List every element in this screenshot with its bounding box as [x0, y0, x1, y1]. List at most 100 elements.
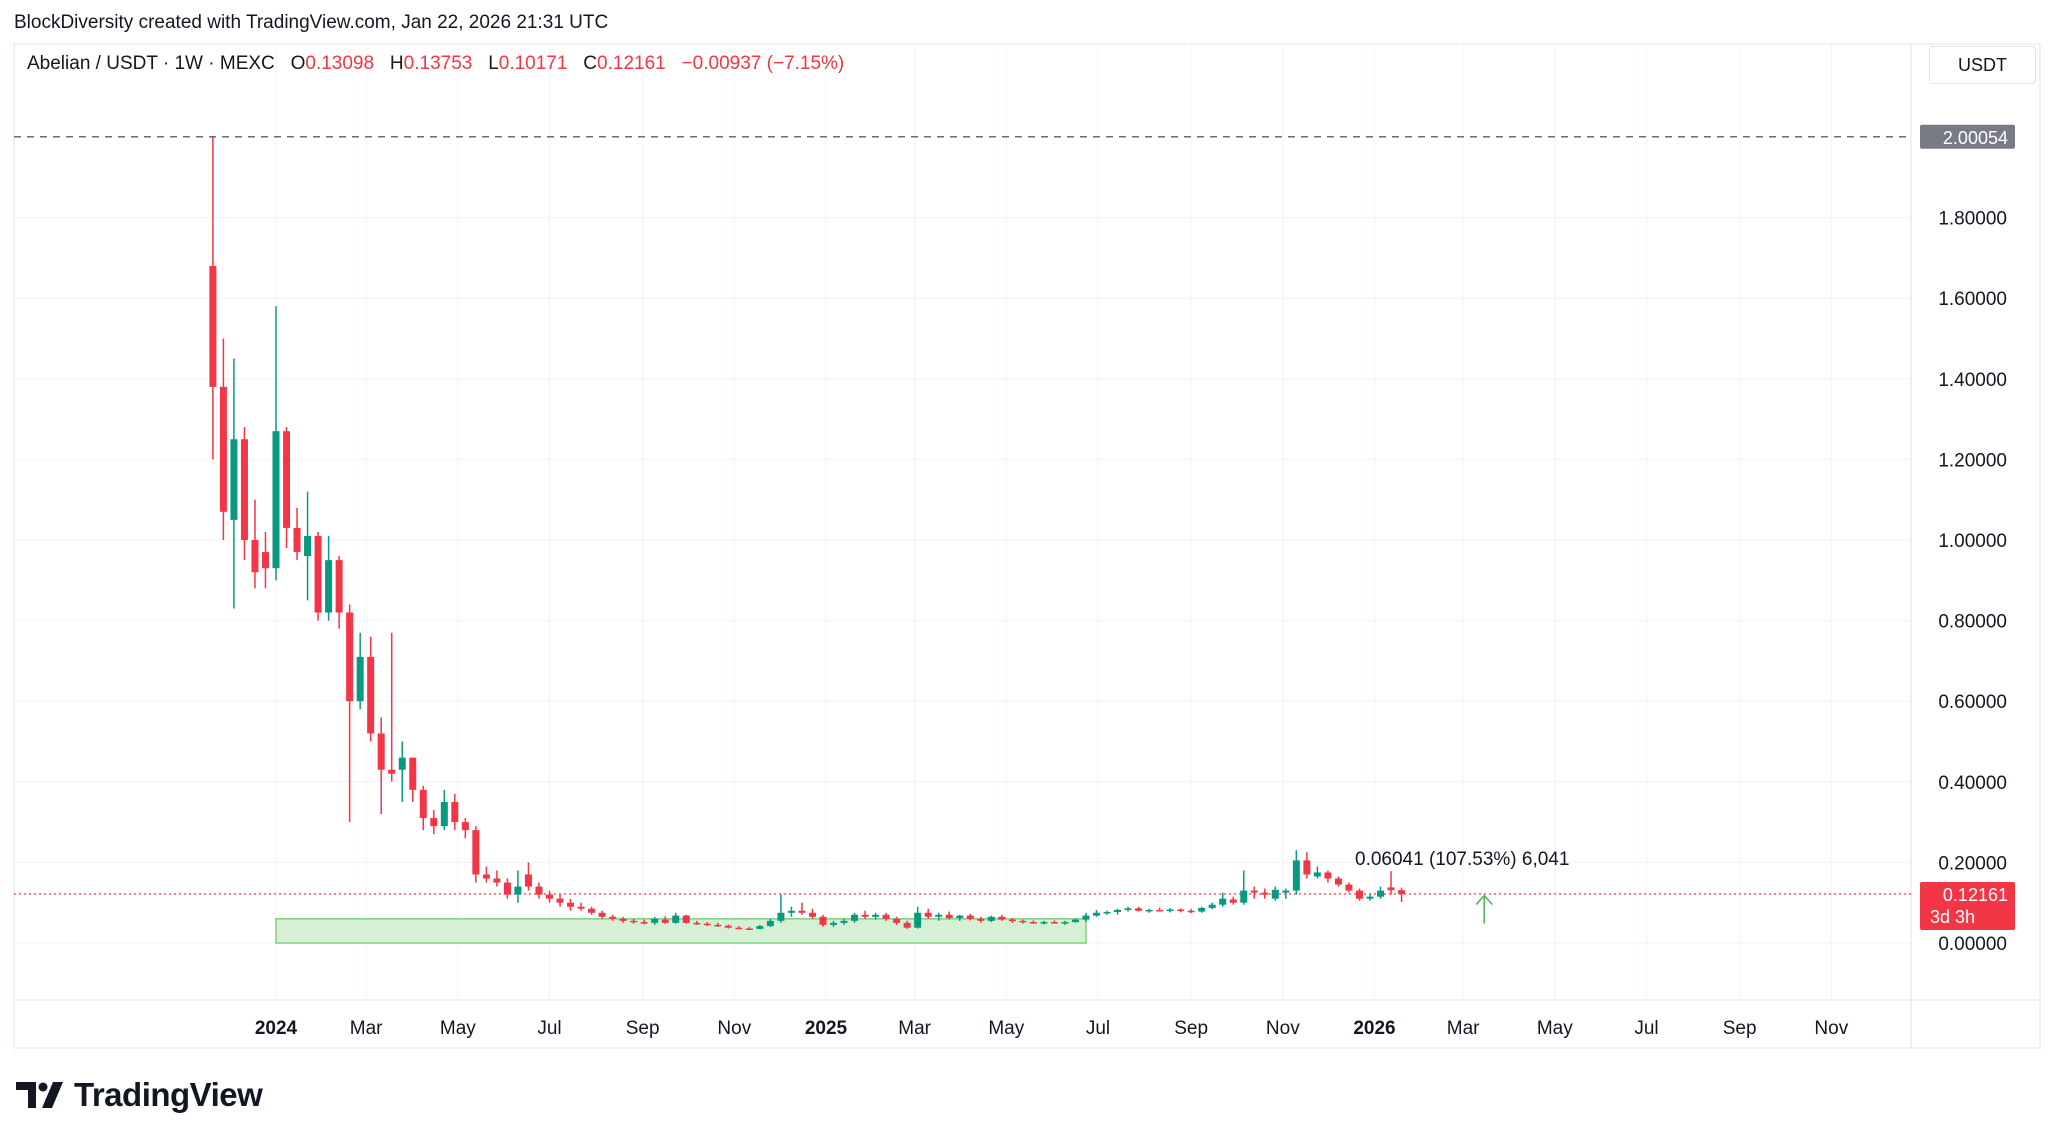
candle [503, 878, 511, 899]
candle-body [482, 874, 490, 879]
tradingview-logo-text: TradingView [74, 1076, 263, 1113]
candle-body [325, 560, 333, 613]
candle-body [377, 733, 385, 770]
candle [1355, 888, 1363, 901]
time-axis-label: Nov [1814, 1018, 1848, 1039]
candle [240, 427, 248, 561]
candle [956, 914, 964, 921]
candle [977, 916, 985, 923]
candle [472, 826, 480, 883]
candle-body [1008, 919, 1016, 922]
last-price-countdown: 3d 3h [1930, 907, 1975, 927]
candle-body [545, 894, 553, 899]
candle [640, 919, 648, 925]
candle-body [703, 923, 711, 926]
candle-body [1156, 909, 1164, 912]
arrow-up-icon [1475, 894, 1493, 905]
candle-body [1092, 912, 1100, 916]
candle [388, 632, 396, 782]
time-axis[interactable]: 2024 Mar May Jul Sep Nov 2025 Mar May Jul Sep Nov 20… [255, 1018, 1849, 1039]
candle [651, 916, 659, 925]
candle-body [1271, 889, 1279, 899]
candle-body [251, 540, 259, 573]
candle [945, 911, 953, 920]
candle-body [1135, 908, 1143, 911]
candle-body [472, 830, 480, 875]
high-value: 0.13753 [403, 53, 473, 74]
candle [1292, 850, 1300, 895]
candle [1166, 908, 1174, 913]
candle-body [682, 915, 690, 923]
candle [1261, 888, 1269, 899]
candle-body [304, 535, 312, 557]
price-axis-label: 1.60000 [1938, 289, 2007, 310]
candle-body [1334, 878, 1342, 885]
candle-body [1103, 911, 1111, 914]
candle [609, 914, 617, 921]
support-range-rect [275, 918, 1087, 944]
candle [830, 920, 838, 927]
candle [451, 793, 459, 831]
candle [1366, 894, 1374, 901]
candle [851, 912, 859, 923]
candle [556, 894, 564, 907]
currency-selector[interactable]: USDT [1929, 46, 2036, 84]
candle [1303, 852, 1311, 879]
candle [1177, 908, 1185, 913]
candle-body [808, 912, 816, 917]
candle-body [398, 757, 406, 770]
candle-body [924, 912, 932, 917]
candle [861, 910, 869, 919]
candle-body [556, 898, 564, 903]
candle [1092, 909, 1100, 917]
candle [314, 531, 322, 621]
high-price-label: 2.00054 [1943, 128, 2008, 148]
candle [840, 918, 848, 925]
candle [251, 499, 259, 589]
candle [283, 427, 291, 549]
high-price-line: 2.00054 [14, 124, 2015, 149]
candle-body [1071, 919, 1079, 923]
candle-body [567, 902, 575, 907]
candle-body [535, 886, 543, 895]
candle [409, 757, 417, 802]
candle [893, 916, 901, 925]
candle [461, 818, 469, 839]
symbol-label[interactable]: Abelian / USDT · 1W · MEXC [27, 53, 275, 74]
candle-body [503, 882, 511, 895]
support-range-box[interactable] [275, 918, 1087, 944]
candle [798, 902, 806, 915]
candle-body [630, 920, 638, 923]
candle-body [1166, 909, 1174, 912]
candle-body [851, 914, 859, 921]
candle [1271, 886, 1279, 901]
candle [535, 882, 543, 899]
candle [293, 507, 301, 561]
candle [924, 908, 932, 919]
candle-body [1345, 884, 1353, 891]
close-label: C [583, 53, 598, 74]
time-axis-label: Jul [1086, 1018, 1110, 1039]
candle [872, 912, 880, 920]
candle-body [356, 656, 364, 702]
candle-body [261, 552, 269, 569]
measure-annotation[interactable]: 0.06041 (107.53%) 6,041 [1355, 849, 1569, 924]
candle [335, 556, 343, 629]
candle [682, 914, 690, 924]
price-axis[interactable]: 0.00000 0.20000 0.40000 0.60000 0.80000 1.000… [1938, 209, 2007, 955]
candle [935, 912, 943, 921]
candle [304, 491, 312, 601]
candle [1387, 871, 1395, 895]
time-axis-label: Mar [1447, 1018, 1480, 1039]
time-axis-label: Jul [1634, 1018, 1658, 1039]
candle [1135, 906, 1143, 912]
candle-body [914, 912, 922, 928]
candle [219, 338, 227, 540]
candle-body [756, 926, 764, 929]
candle [1398, 887, 1406, 903]
candle-body [777, 912, 785, 921]
candle [440, 789, 448, 831]
candle-body [640, 922, 648, 924]
tradingview-logo[interactable]: TradingView [16, 1076, 263, 1114]
